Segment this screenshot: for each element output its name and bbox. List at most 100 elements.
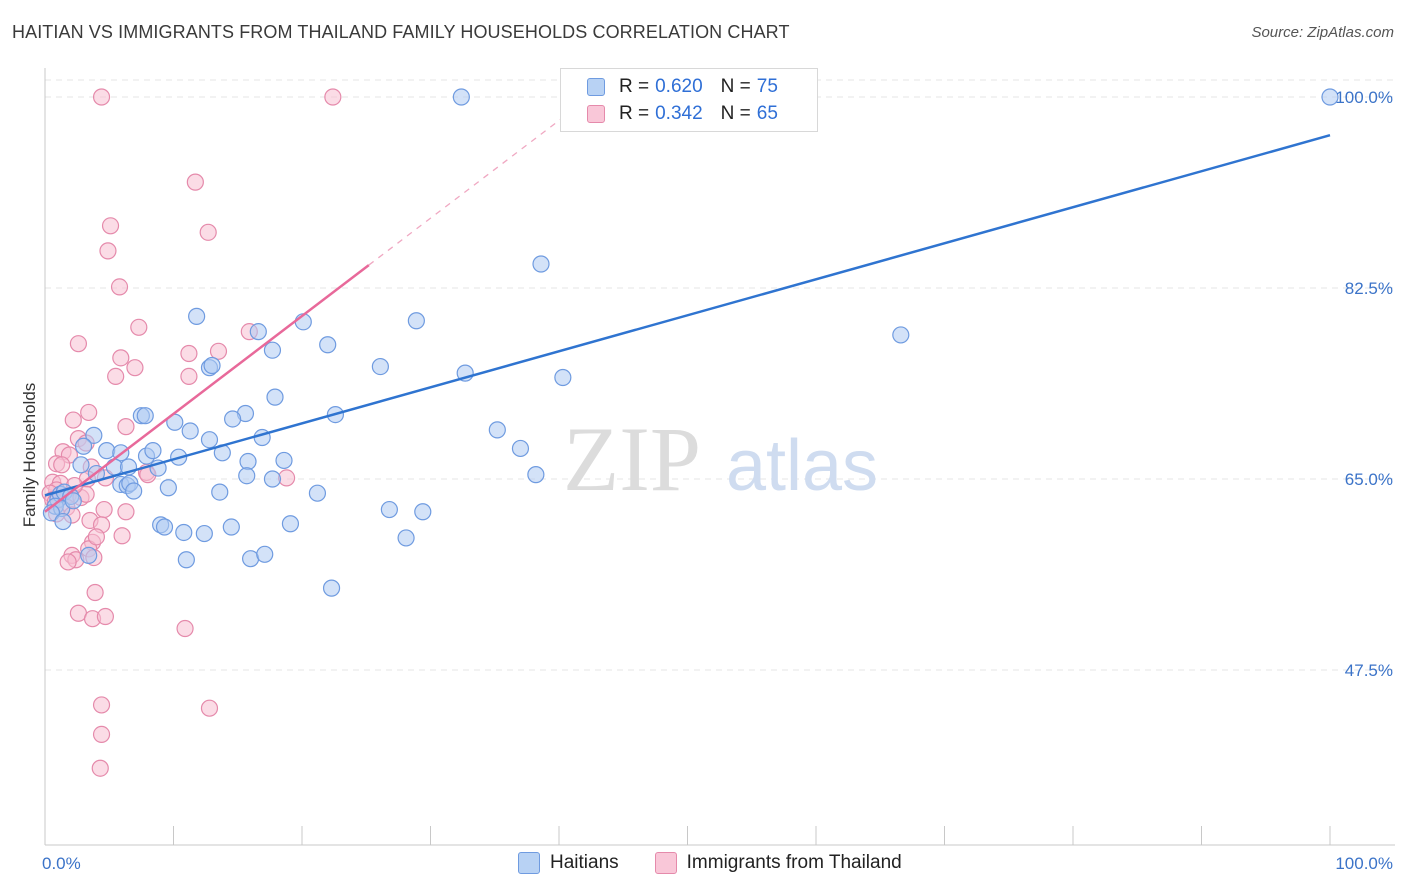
thailand-point <box>86 583 104 602</box>
haitian-point <box>224 410 242 428</box>
haitian-points <box>42 88 1339 597</box>
y-tick-label: 47.5% <box>1345 661 1393 680</box>
y-tick-label: 100.0% <box>1335 88 1393 107</box>
haitian-point <box>488 421 506 439</box>
haitian-point <box>256 545 274 563</box>
thailand-point <box>91 759 109 777</box>
legend-swatch-haitians <box>518 852 540 874</box>
haitian-point <box>414 503 432 521</box>
thailand-point <box>96 607 114 626</box>
series-legend: Haitians Immigrants from Thailand <box>518 852 938 874</box>
haitian-point <box>195 524 213 543</box>
haitian-point <box>532 255 550 273</box>
chart-title: HAITIAN VS IMMIGRANTS FROM THAILAND FAMI… <box>12 22 790 42</box>
thailand-point <box>277 469 296 487</box>
legend-swatch-haitians <box>587 78 605 96</box>
thailand-point <box>53 456 71 474</box>
haitian-point <box>554 368 572 387</box>
thailand-point <box>112 349 130 367</box>
thailand-point <box>80 403 98 422</box>
haitian-point <box>371 357 389 376</box>
haitian-point <box>238 467 256 485</box>
thailand-trend-line <box>44 264 370 513</box>
thailand-point <box>186 173 204 191</box>
haitian-point <box>242 550 260 568</box>
thailand-point <box>95 500 113 519</box>
haitian-point <box>380 500 398 519</box>
x-tick-label: 100.0% <box>1335 854 1393 873</box>
haitian-point <box>72 456 90 474</box>
thailand-point <box>101 217 120 235</box>
thailand-point <box>92 88 111 106</box>
haitian-point <box>203 356 221 375</box>
legend-r-value: 0.342 <box>655 103 703 124</box>
thailand-point <box>199 223 217 241</box>
haitian-point <box>177 551 195 569</box>
grid-lines <box>45 79 1395 671</box>
legend-item-thailand[interactable]: Immigrants from Thailand <box>654 852 902 874</box>
watermark-atlas: atlas <box>726 426 878 506</box>
haitian-point <box>222 518 240 536</box>
haitian-point <box>80 546 98 565</box>
haitian-point <box>239 452 257 471</box>
legend-row-haitians: R = 0.620 N = 75 <box>587 76 778 98</box>
thailand-point <box>69 335 88 353</box>
thailand-point <box>180 344 198 363</box>
haitian-point <box>211 483 229 501</box>
thailand-point <box>64 411 82 429</box>
thailand-point <box>87 528 106 546</box>
haitian-point <box>452 88 470 106</box>
haitian-point <box>511 439 530 458</box>
haitian-point <box>407 312 425 330</box>
haitian-point <box>159 479 177 497</box>
thailand-point <box>113 527 131 545</box>
thailand-point <box>176 619 194 638</box>
thailand-point <box>107 367 125 386</box>
haitian-point <box>136 407 154 425</box>
thailand-point <box>110 278 129 296</box>
haitian-point <box>527 466 545 484</box>
haitian-point <box>275 451 293 470</box>
legend-item-haitians[interactable]: Haitians <box>518 852 619 874</box>
haitian-point <box>188 307 206 325</box>
thailand-point <box>117 418 135 436</box>
haitian-point <box>54 512 72 531</box>
watermark: ZIP atlas <box>563 408 878 510</box>
x-tick-label: 0.0% <box>42 854 81 873</box>
haitian-trend-line <box>44 133 1331 497</box>
legend-n-label: N = <box>720 103 751 124</box>
y-tick-label: 82.5% <box>1345 279 1393 298</box>
haitian-point <box>125 482 143 500</box>
trend-lines <box>44 116 1331 513</box>
legend-label-haitians: Haitians <box>550 852 619 873</box>
legend-swatch-thailand <box>587 105 605 123</box>
haitian-point <box>319 336 337 354</box>
haitian-point <box>98 442 116 460</box>
thailand-point <box>92 696 111 714</box>
thailand-point <box>180 367 198 386</box>
thailand-point <box>126 359 144 377</box>
haitian-point <box>200 431 219 449</box>
source-credit: Source: ZipAtlas.com <box>1251 24 1394 41</box>
haitian-point <box>266 388 284 406</box>
axes <box>44 68 1395 846</box>
legend-n-label: N = <box>720 76 751 97</box>
legend-r-label: R = <box>619 103 650 124</box>
haitian-point <box>263 470 282 488</box>
legend-label-thailand: Immigrants from Thailand <box>686 852 902 873</box>
legend-row-thailand: R = 0.342 N = 65 <box>587 103 778 125</box>
thailand-point <box>209 342 228 360</box>
haitian-point <box>85 426 103 444</box>
haitian-point <box>892 326 910 344</box>
thailand-point <box>92 725 111 743</box>
legend-r-label: R = <box>619 76 650 97</box>
legend-n-value: 65 <box>756 103 778 124</box>
legend-n-value: 75 <box>756 76 778 97</box>
haitian-point <box>322 579 341 597</box>
haitian-point <box>175 523 193 542</box>
haitian-point <box>249 323 267 341</box>
legend-swatch-thailand <box>654 852 677 874</box>
thailand-point <box>130 318 148 336</box>
haitian-point <box>263 341 282 359</box>
tick-labels: 47.5% 65.0% 82.5% 100.0% 0.0% 100.0% <box>42 88 1393 873</box>
